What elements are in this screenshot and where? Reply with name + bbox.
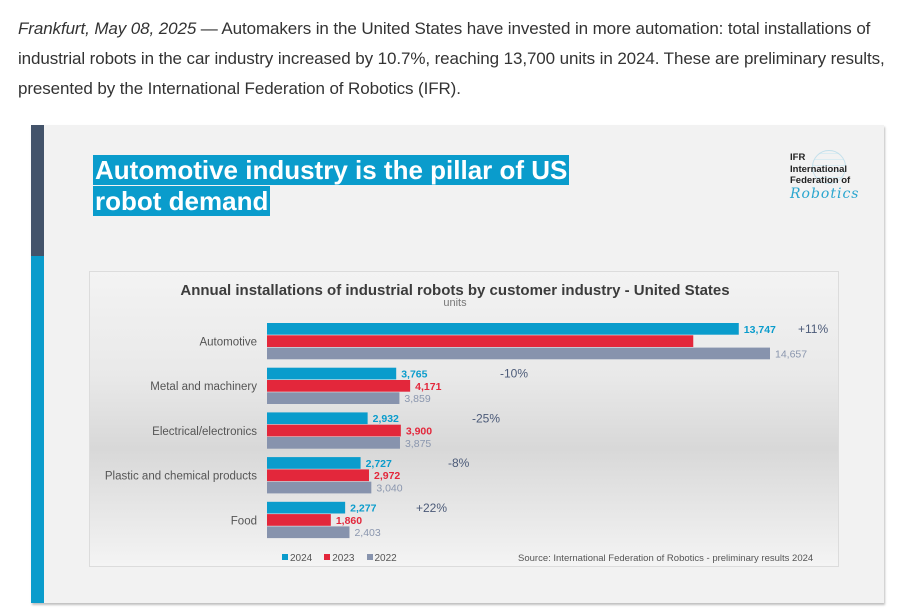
legend-swatch-2024 xyxy=(282,554,288,560)
legend-item-2022: 2022 xyxy=(366,553,397,564)
data-label-2024: 2,727 xyxy=(366,458,392,470)
data-label-2024: 2,277 xyxy=(350,503,376,515)
data-label-2023: 3,900 xyxy=(406,426,432,438)
change-label: -8% xyxy=(448,456,470,470)
category-label: Electrical/electronics xyxy=(152,426,257,438)
bar-2023 xyxy=(267,514,331,526)
bar-2023 xyxy=(267,380,411,392)
data-label-2022: 14,657 xyxy=(775,348,807,360)
data-label-2022: 2,403 xyxy=(354,527,380,539)
logo-robotics: Robotics xyxy=(790,185,860,202)
change-label: +22% xyxy=(416,501,447,515)
chart-frame xyxy=(89,271,839,567)
chart-subtitle: units xyxy=(443,297,467,309)
slide-stripe-dark xyxy=(31,125,44,256)
bar-2022 xyxy=(267,481,372,494)
bar-2022 xyxy=(267,437,400,449)
logo-federation: Federation of xyxy=(790,175,851,186)
legend-item-2023: 2023 xyxy=(324,553,355,564)
data-label-2022: 3,040 xyxy=(376,483,402,495)
bar-2024 xyxy=(267,412,368,425)
logo-ifr: IFR xyxy=(790,152,806,163)
bar-2023 xyxy=(267,424,401,437)
article-body: Automakers in the United States have inv… xyxy=(18,19,885,98)
legend-swatch-2022 xyxy=(366,554,373,560)
bar-2024 xyxy=(267,323,739,335)
bar-2024 xyxy=(267,367,397,380)
data-label-2023: 4,171 xyxy=(415,381,441,393)
legend-swatch-2023 xyxy=(324,554,331,560)
chart-title: Annual installations of industrial robot… xyxy=(180,282,730,299)
globe-icon xyxy=(812,150,846,184)
data-label-2022: 3,859 xyxy=(404,393,430,405)
slide-title-line1: Automotive industry is the pillar of US xyxy=(93,155,570,185)
data-label-2024: 3,765 xyxy=(401,369,427,381)
bar-2022 xyxy=(267,347,770,360)
legend-label-2023: 2023 xyxy=(332,553,355,564)
legend-label-2024: 2024 xyxy=(290,553,313,564)
dash: — xyxy=(196,19,222,38)
dateline: Frankfurt, May 08, 2025 xyxy=(18,19,197,38)
data-label-2024: 2,932 xyxy=(373,413,399,425)
chart-source: Source: International Federation of Robo… xyxy=(518,553,814,564)
change-label: +11% xyxy=(798,322,828,336)
data-label-2024: 13,747 xyxy=(744,324,776,336)
bar-2023 xyxy=(267,335,694,347)
category-label: Automotive xyxy=(199,336,257,348)
slide-title-line2: robot demand xyxy=(93,186,271,216)
category-label: Metal and machinery xyxy=(150,381,257,393)
data-label-2023: 12,421 xyxy=(647,336,679,348)
logo-international: International xyxy=(790,163,848,175)
legend-label-2022: 2022 xyxy=(374,553,397,564)
data-label-2022: 3,875 xyxy=(405,438,431,450)
legend-item-2024: 2024 xyxy=(282,553,312,564)
change-label: -25% xyxy=(472,411,500,425)
bar-2023 xyxy=(267,469,369,482)
ifr-logo: IFR International Federation of Robotics xyxy=(790,150,880,212)
slide-title: Automotive industry is the pillar of US … xyxy=(93,155,570,217)
data-label-2023: 2,972 xyxy=(374,470,400,482)
data-label-2023: 1,860 xyxy=(336,515,362,527)
change-label: -10% xyxy=(500,367,528,381)
article-intro: Frankfurt, May 08, 2025 — Automakers in … xyxy=(18,14,898,104)
bar-2022 xyxy=(267,526,350,539)
bar-2024 xyxy=(267,457,361,469)
bar-2022 xyxy=(267,392,400,404)
chart-legend: 2024 2023 2022 xyxy=(282,553,397,564)
category-label: Plastic and chemical products xyxy=(105,471,257,483)
slide-stripe-blue xyxy=(31,256,44,603)
category-label: Food xyxy=(231,515,257,527)
bar-2024 xyxy=(267,501,346,514)
